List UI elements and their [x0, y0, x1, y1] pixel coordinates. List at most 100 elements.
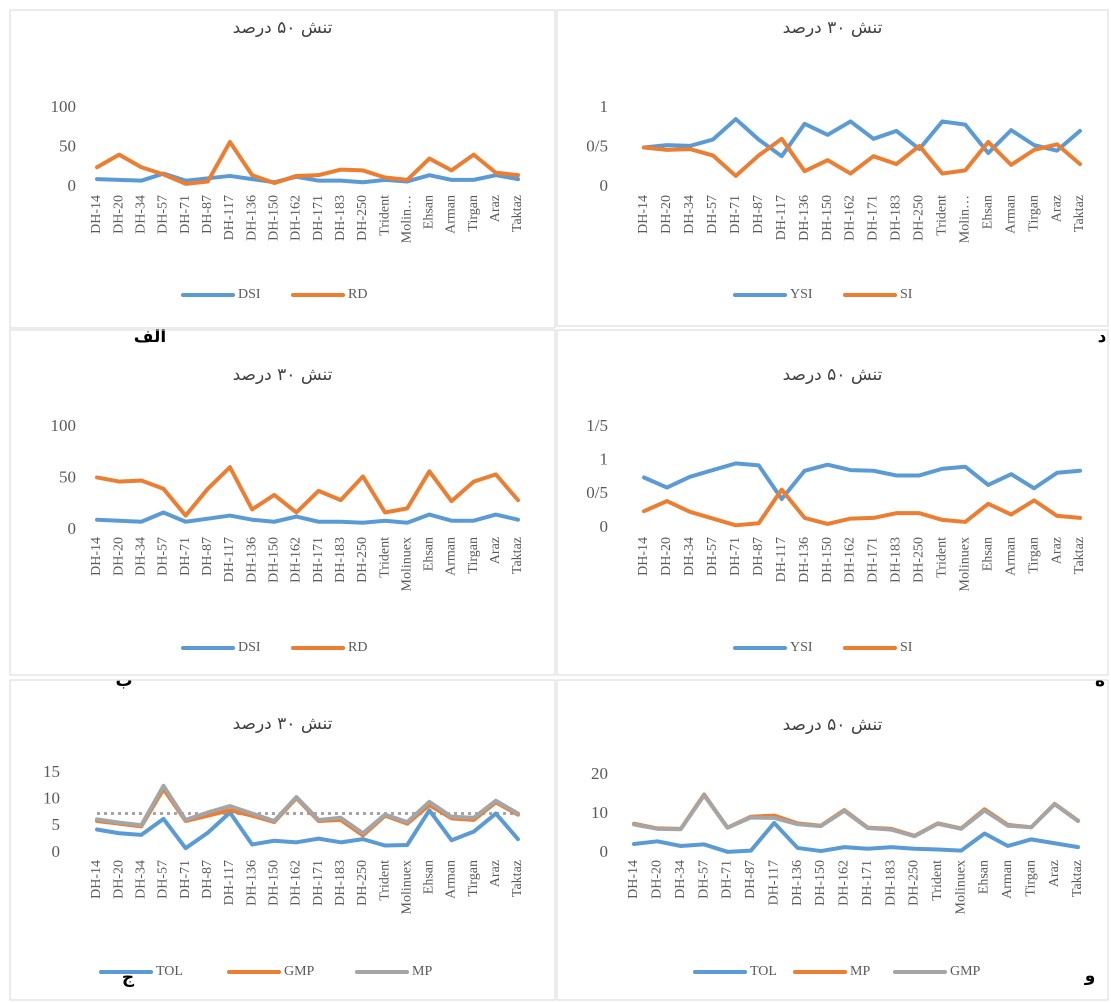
x-tick-label: Taktaz: [1072, 537, 1087, 574]
x-tick-label: Araz: [1049, 195, 1064, 222]
chart-panel: تنش ۳۰ درصد DH-14 DH-20 DH-34 DH-57 DH-71 DH-8…: [9, 329, 556, 691]
x-tick-label: DH-150: [820, 195, 835, 241]
x-tick-label: DH-171: [311, 195, 326, 241]
chart-panel: تنش ۵۰ درصد DH-14 DH-20 DH-34 DH-57 DH-71 DH-8…: [556, 679, 1109, 1001]
x-tick-label: DH-150: [813, 860, 828, 906]
x-tick-label: Tirgan: [466, 537, 481, 574]
x-tick-label: DH-136: [790, 860, 805, 906]
x-tick-label: DH-87: [751, 537, 766, 576]
chart-title: تنش ۵۰ درصد: [233, 18, 333, 38]
x-tick-label: DH-162: [843, 537, 858, 583]
series-line: [632, 793, 1080, 839]
x-tick-label: DH-57: [156, 860, 171, 899]
series-line: [95, 808, 520, 851]
x-tick-label: DH-183: [333, 860, 348, 906]
legend-label: RD: [348, 287, 367, 302]
series-line: [642, 117, 1082, 159]
x-tick-label: Tirgan: [1026, 195, 1041, 232]
x-tick-label: DH-150: [266, 860, 281, 906]
y-tick-label: 100: [51, 97, 77, 116]
x-tick-label: DH-250: [355, 195, 370, 241]
x-tick-label: DH-117: [774, 537, 789, 582]
y-tick-label: 20: [591, 764, 608, 783]
x-tick-label: Taktaz: [510, 860, 525, 897]
x-tick-label: DH-20: [111, 537, 126, 576]
legend-label: DSI: [238, 287, 261, 302]
x-tick-label: DH-20: [650, 860, 665, 899]
x-tick-label: Taktaz: [1070, 860, 1085, 897]
x-tick-label: DH-20: [659, 195, 674, 234]
x-tick-label: DH-57: [156, 195, 171, 234]
x-tick-label: DH-87: [743, 860, 758, 899]
x-tick-label: Tirgan: [1023, 860, 1038, 897]
y-tick-label: 0: [68, 519, 77, 538]
series-line: [95, 465, 520, 518]
x-tick-label: Ehsan: [977, 860, 992, 894]
panel-label: ج: [122, 968, 135, 988]
legend-label: TOL: [750, 964, 777, 979]
y-tick-label: 10: [591, 803, 608, 822]
x-tick-label: Araz: [1049, 537, 1064, 564]
x-tick-label: Molinuex: [399, 860, 414, 914]
x-tick-label: DH-34: [682, 537, 697, 576]
x-tick-label: DH-71: [728, 195, 743, 234]
x-tick-label: DH-71: [178, 195, 193, 234]
x-tick-label: Arman: [1003, 537, 1018, 576]
x-tick-label: DH-136: [797, 537, 812, 583]
x-tick-label: DH-117: [766, 860, 781, 905]
x-tick-label: DH-162: [837, 860, 852, 906]
x-tick-label: DH-162: [289, 537, 304, 583]
panel-label: و: [1084, 966, 1096, 986]
series-line: [95, 510, 520, 525]
y-tick-label: 50: [59, 467, 76, 486]
x-tick-label: Arman: [1003, 195, 1018, 234]
x-tick-label: DH-34: [673, 860, 688, 899]
x-tick-label: Araz: [488, 537, 503, 564]
x-tick-label: Molinuex: [399, 537, 414, 591]
x-tick-label: DH-14: [89, 195, 104, 234]
x-tick-label: DH-87: [200, 537, 215, 576]
y-tick-label: 0/5: [586, 483, 608, 502]
x-tick-label: Molinuex: [953, 860, 968, 914]
panel-label: د: [1098, 327, 1107, 347]
x-tick-label: DH-117: [222, 860, 237, 905]
chart-title: تنش ۳۰ درصد: [783, 18, 883, 38]
x-tick-label: DH-34: [682, 195, 697, 234]
x-tick-label: DH-87: [200, 860, 215, 899]
x-tick-label: DH-250: [912, 537, 927, 583]
x-tick-label: DH-162: [289, 860, 304, 906]
x-tick-label: DH-57: [696, 860, 711, 899]
panel-border: [556, 9, 1109, 327]
x-tick-label: DH-71: [720, 860, 735, 899]
panel-border: [556, 679, 1109, 1001]
panel-border: [9, 9, 556, 329]
panel-border: [9, 679, 556, 1001]
chart-title: تنش ۵۰ درصد: [783, 365, 883, 385]
x-tick-label: DH-136: [244, 537, 259, 583]
x-tick-label: DH-150: [820, 537, 835, 583]
x-tick-label: DH-136: [244, 860, 259, 906]
x-tick-label: DH-20: [111, 195, 126, 234]
panel-border: [556, 329, 1109, 676]
x-tick-label: Taktaz: [510, 195, 525, 232]
y-tick-label: 1/5: [586, 416, 608, 435]
x-tick-label: DH-162: [843, 195, 858, 241]
x-tick-label: DH-171: [866, 537, 881, 583]
y-tick-label: 1: [600, 450, 609, 469]
x-tick-label: DH-150: [266, 195, 281, 241]
x-tick-label: DH-117: [222, 195, 237, 240]
x-tick-label: DH-57: [705, 537, 720, 576]
x-tick-label: DH-14: [636, 195, 651, 234]
y-tick-label: 0: [52, 842, 61, 861]
x-tick-label: DH-183: [889, 537, 904, 583]
x-tick-label: Tirgan: [1026, 537, 1041, 574]
series-line: [642, 136, 1082, 178]
series-line: [95, 139, 520, 186]
x-tick-label: Ehsan: [422, 860, 437, 894]
x-tick-label: Molinuex: [957, 537, 972, 591]
x-tick-label: Arman: [444, 195, 459, 234]
x-tick-label: DH-20: [111, 860, 126, 899]
x-tick-label: DH-183: [883, 860, 898, 906]
x-tick-label: DH-57: [705, 195, 720, 234]
legend-label: DSI: [238, 640, 261, 655]
